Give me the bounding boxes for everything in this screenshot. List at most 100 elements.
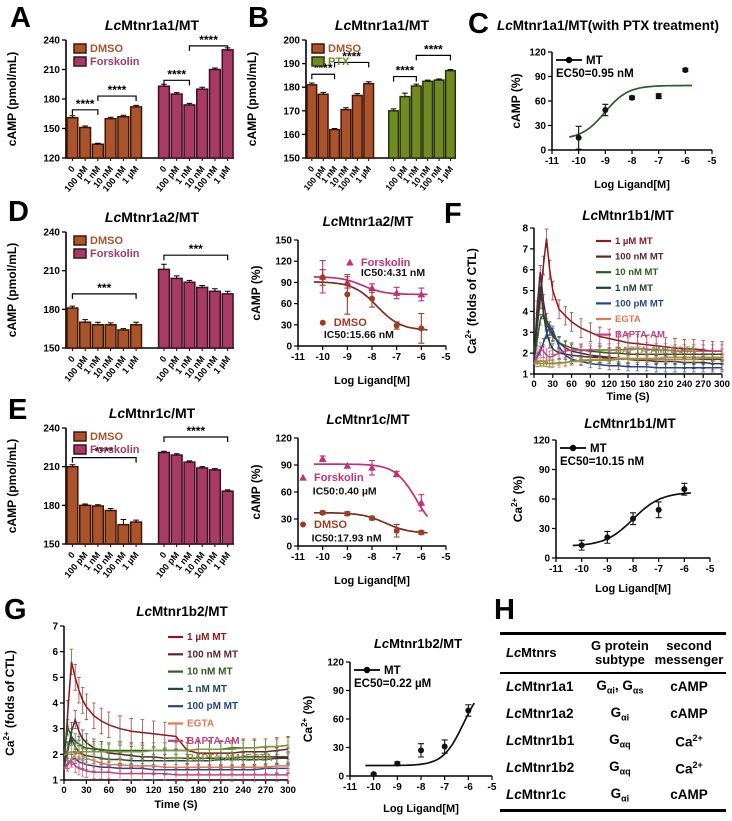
bar (91, 143, 105, 159)
table-header-cell: LcMtnrs (506, 644, 557, 660)
series-dmso (66, 464, 143, 545)
x-tick-label: 120 (146, 785, 162, 796)
g-protein-subtype-cell: Gαi (610, 704, 630, 723)
error-bar (436, 78, 442, 81)
chart-title: LcMtnr1b1/MT (584, 416, 676, 431)
x-tick-label: -6 (681, 156, 690, 167)
error-bar (186, 460, 193, 463)
bar (351, 94, 363, 159)
legend-swatch (311, 43, 325, 54)
ec50-annotation: EC50=10.15 nM (560, 456, 644, 468)
table-header-cell: G protein subtype (591, 637, 649, 667)
x-tick-label: -5 (442, 552, 451, 563)
bar (157, 85, 171, 159)
bracket (311, 73, 336, 80)
panel-label-a: A (10, 2, 31, 34)
series-line (63, 752, 288, 769)
circle-marker (344, 291, 351, 298)
significance-stars: **** (186, 424, 205, 438)
x-tick-label: -10 (315, 352, 330, 363)
x-tick-label: -7 (440, 782, 449, 793)
series-1-m-mt (533, 228, 724, 361)
x-tick-label: -9 (603, 564, 612, 575)
legend-swatch (73, 431, 87, 442)
y-tick-label: 190 (283, 59, 300, 70)
bar (66, 465, 79, 545)
y-tick-label: 150 (283, 154, 300, 165)
legend-label: 10 nM MT (187, 667, 233, 678)
x-tick-label: 270 (695, 379, 711, 390)
series-line (533, 324, 722, 369)
y-tick-label: 150 (43, 344, 60, 355)
bar (183, 461, 196, 545)
x-tick-label: 150 (620, 379, 636, 390)
second-messenger-cell: cAMP (670, 706, 708, 722)
bar (104, 324, 117, 349)
y-tick-label: 120 (275, 434, 292, 445)
circle-marker (629, 94, 635, 101)
legend-label: DMSO (90, 43, 123, 55)
series-mt (572, 482, 691, 551)
y-axis: 0 30 60 90 120 (529, 48, 552, 157)
x-axis-label: Log Ligand[M] (595, 583, 671, 595)
bar (208, 469, 222, 545)
error-bar (199, 86, 205, 90)
x-tick-label: -9 (343, 552, 352, 563)
second-messenger-cell: cAMP (670, 787, 708, 803)
bar (221, 490, 234, 545)
series-bapta-am-egta (63, 737, 290, 762)
significance-stars: **** (199, 33, 218, 47)
bracket (392, 75, 417, 82)
x-tick-label: 90 (126, 785, 137, 796)
bar (410, 85, 422, 159)
significance-stars: **** (396, 64, 415, 78)
bar (422, 80, 434, 159)
panel-label-f: F (444, 198, 462, 230)
significance-brackets: *** *** (71, 242, 229, 299)
circle-marker (394, 760, 401, 767)
legend-label: BAPTA-AM (187, 736, 240, 747)
circle-marker (393, 322, 400, 329)
second-messenger-cell: Ca2+ (675, 732, 703, 750)
x-tick-label: -5 (442, 352, 451, 363)
panel-g-time-chart: LcMtnr1b2/MT 1 2 3 4 5 6 7 0 30 60 90 120 150 180 210 24… (0, 596, 300, 819)
y-tick-label: 200 (283, 36, 300, 47)
error-bar (95, 321, 101, 325)
y-tick-label: 2 (522, 349, 528, 360)
legend-label: EGTA (187, 719, 214, 730)
dose-c-chart: LcMtnr1a1/MT(with PTX treatment) 0 30 60 90 1… (497, 18, 719, 191)
x-tick-label: 0 (158, 550, 169, 560)
legend-label: Forskolin (90, 444, 140, 456)
x-axis-label: Log Ligand[M] (334, 575, 410, 587)
x-tick-label: 60 (104, 785, 115, 796)
y-axis-label: Ca2+ (folds of CTL) (2, 650, 17, 756)
significance-stars: **** (424, 42, 443, 56)
bar (129, 106, 143, 159)
error-bar (199, 284, 205, 288)
fit-curve (365, 702, 476, 767)
table-header-rule (500, 671, 726, 675)
bar (104, 509, 117, 545)
x-tick-label: 240 (235, 785, 251, 796)
x-axis-label: Time (S) (154, 799, 198, 811)
x-axis-label: Log Ligand[M] (383, 803, 459, 815)
panel-label-d: D (8, 196, 29, 228)
series-inline-label: DMSO (314, 519, 347, 531)
y-tick-label: 210 (43, 65, 60, 76)
error-bar (95, 142, 101, 145)
x-tick-label: -10 (571, 156, 586, 167)
y-axis: 120 150 180 210 240 (43, 36, 66, 165)
significance-stars: **** (108, 83, 127, 97)
bar-b-chart: LcMtnr1a1/MT 150 160 170 180 190 200 cAMP (pmol… (245, 17, 457, 192)
x-tick-label: -11 (291, 352, 305, 363)
dose-f-chart: LcMtnr1b1/MT 0 30 60 90 120 -11 -10 -9 -8 -7 -6 -5 Lo… (510, 416, 715, 595)
bar (196, 286, 209, 349)
y-tick-label: 60 (333, 715, 345, 726)
y-tick-label: 60 (281, 299, 293, 310)
ic50-label: IC50:4.31 nM (361, 267, 425, 279)
y-tick-label: 150 (275, 236, 292, 247)
